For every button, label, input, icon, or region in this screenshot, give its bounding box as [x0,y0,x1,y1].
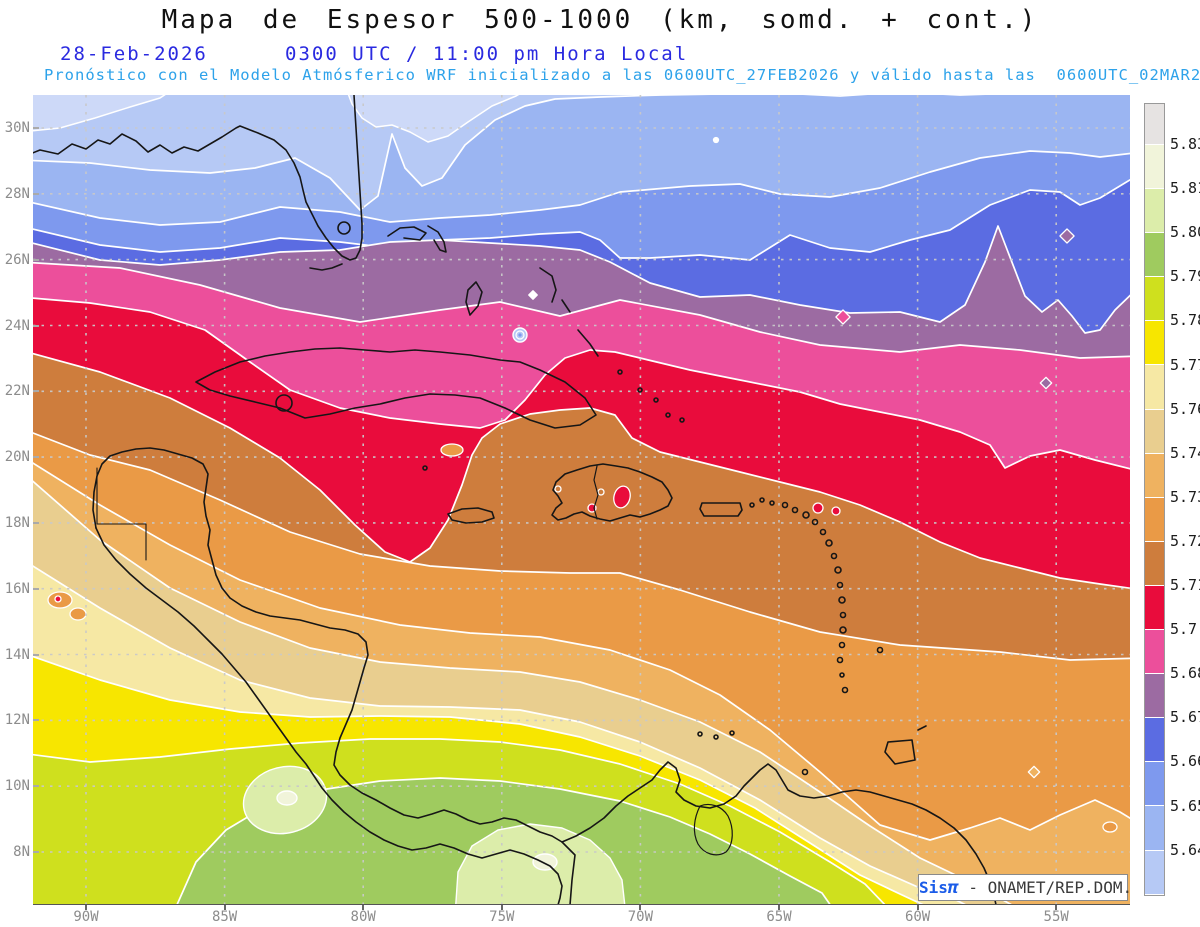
colorbar-tick-label: 5.748 [1170,443,1200,462]
colorbar-segment [1145,189,1164,234]
colorbar-segment [1145,850,1164,895]
y-axis-label: 26N [4,251,30,268]
y-axis-tick [33,653,39,656]
colorbar-tick-label: 5.819 [1170,179,1200,198]
colorbar-tick-label: 5.64 [1170,840,1200,859]
y-axis-tick [33,785,39,788]
page-title: Mapa de Espesor 500-1000 (km, somd. + co… [161,5,1039,35]
x-axis-label: 85W [211,909,238,925]
high-thickness-patches [242,765,626,905]
colorbar-tick-label: 5.688 [1170,664,1200,683]
coastlines [33,95,997,905]
y-axis-tick [33,719,39,722]
colorbar-segment [1145,762,1164,807]
x-axis-label: 55W [1043,909,1069,925]
x-axis-tick [362,905,365,910]
header-datetime-row: 28-Feb-2026 0300 UTC / 11:00 pm Hora Loc… [0,43,1200,131]
bullseye-marker [512,327,528,343]
colorbar-segment [1145,104,1164,145]
y-axis-label: 28N [4,185,30,202]
y-axis-label: 18N [4,514,30,531]
x-axis-label: 80W [350,909,376,925]
y-axis-tick [33,390,39,393]
y-axis-label: 30N [4,120,30,136]
colorbar-tick-label: 5.807 [1170,223,1200,242]
y-axis-tick [33,192,39,195]
colorbar-segment [1145,145,1164,190]
colorbar-tick-label: 5.724 [1170,531,1200,550]
x-axis-tick [639,905,642,910]
colorbar-tick-label: 5.795 [1170,267,1200,286]
x-axis-tick [85,905,87,910]
x-axis-label: 60W [904,909,931,925]
valid-time: 0300 UTC / 11:00 pm Hora Local [285,43,689,65]
y-axis-tick [33,324,39,327]
x-axis-label: 70W [627,909,654,925]
contour-bands [33,95,1130,905]
colorbar-tick-label: 5.772 [1170,355,1200,374]
map-canvas [33,95,1130,905]
y-axis-tick [33,587,39,590]
y-axis-label: 12N [4,712,30,729]
x-axis-tick [916,905,919,910]
colorbar-segment [1145,674,1164,719]
pi-symbol: π [947,877,959,898]
y-axis-label: 14N [4,646,30,663]
y-axis-label: 16N [4,580,30,597]
colorbar-tick-label: 5.664 [1170,752,1200,771]
colorbar-tick-label: 5.76 [1170,399,1200,418]
colorbar-tick-label: 5.712 [1170,576,1200,594]
colorbar-segment [1145,409,1164,454]
y-axis-tick [33,521,39,524]
y-axis-tick [33,456,39,459]
x-axis-label: 65W [766,909,792,925]
x-axis-tick [223,905,226,910]
y-axis-tick [33,258,39,261]
colorbar-tick-label: 5.831 [1170,135,1200,153]
colorbar-tick-label: 5.783 [1170,311,1200,330]
colorbar-segment [1145,541,1164,586]
y-axis-label: 8N [13,844,30,860]
sispi-brand: Sisπ [919,877,959,898]
colorbar-segment [1145,806,1164,851]
colorbar-segment [1145,453,1164,498]
small-contour-features [47,136,1118,833]
y-axis-label: 24N [4,317,30,334]
y-axis-label: 20N [4,449,30,466]
colorbar-tick-label: 5.676 [1170,708,1200,727]
x-axis-tick [500,905,503,910]
x-axis-tick [1055,905,1058,910]
y-axis-tick [33,127,39,129]
colorbar-segment [1145,718,1164,763]
colorbar [1144,103,1165,896]
x-axis-label: 90W [73,909,99,925]
run-date: 28-Feb-2026 [60,43,208,65]
colorbar-tick-label: 5.736 [1170,487,1200,506]
x-axis-label: 75W [489,909,515,925]
colorbar-segment [1145,233,1164,278]
colorbar-segment [1145,277,1164,322]
y-axis-label: 10N [4,778,30,795]
colorbar-segment [1145,321,1164,366]
x-axis-tick [778,905,780,910]
colorbar-segment [1145,585,1164,631]
thickness-contour-map [33,95,1130,905]
colorbar-tick-label: 5.7 [1170,620,1198,639]
colorbar-tick-label: 5.652 [1170,796,1200,815]
colorbar-segment [1145,497,1164,542]
colorbar-segment [1145,365,1164,410]
attribution-box: Sisπ - ONAMET/REP.DOM. [918,874,1132,901]
forecast-description: Pronóstico con el Modelo Atmósferico WRF… [44,66,1200,84]
colorbar-segment [1145,630,1164,675]
y-axis-tick [33,851,39,853]
x-axis-line [33,904,1130,905]
y-axis-label: 22N [4,383,30,400]
attribution-text: - ONAMET/REP.DOM. [958,878,1133,897]
